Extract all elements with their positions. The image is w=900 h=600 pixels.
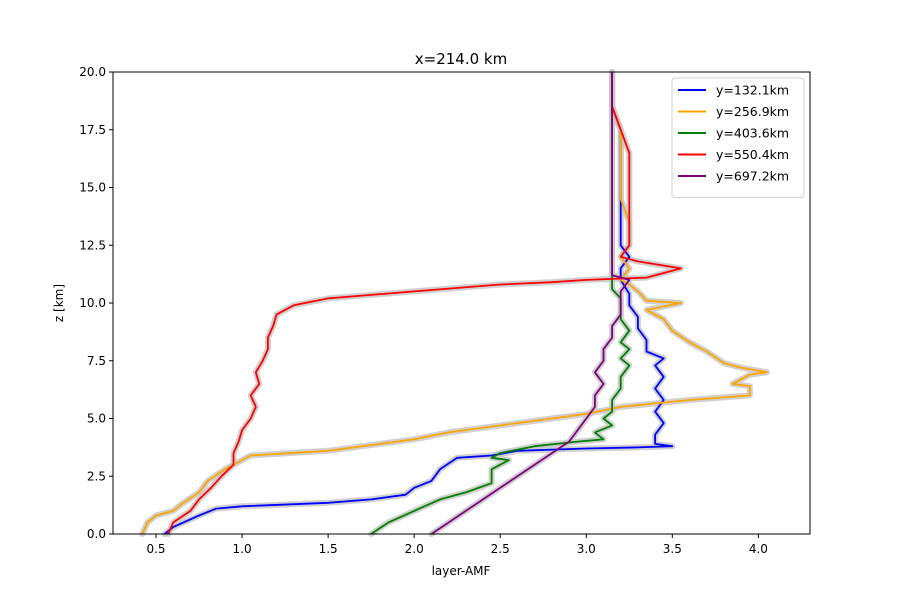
y-tick-label: 2.5 bbox=[87, 469, 106, 483]
legend: y=132.1km y=256.9km y=403.6km y=550.4km y=69… bbox=[671, 77, 805, 198]
legend-label: y=256.9km bbox=[716, 104, 789, 119]
y-tick-label: 15.0 bbox=[79, 181, 106, 195]
x-tick-label: 3.0 bbox=[577, 542, 596, 556]
y-axis-label: z [km] bbox=[52, 284, 66, 322]
x-tick-label: 2.0 bbox=[405, 542, 424, 556]
x-tick-label: 2.5 bbox=[491, 542, 510, 556]
y-tick-label: 0.0 bbox=[87, 527, 106, 541]
y-tick-label: 10.0 bbox=[79, 296, 106, 310]
x-tick-label: 4.0 bbox=[749, 542, 768, 556]
x-axis-label: layer-AMF bbox=[432, 564, 491, 578]
series-line bbox=[430, 72, 631, 535]
x-tick-label: 1.0 bbox=[233, 542, 252, 556]
uncertainty-band bbox=[428, 69, 633, 537]
x-tick-label: 0.5 bbox=[146, 542, 165, 556]
legend-label: y=697.2km bbox=[716, 169, 789, 184]
x-tick-label: 1.5 bbox=[319, 542, 338, 556]
uncertainty-band bbox=[161, 69, 676, 537]
y-tick-label: 5.0 bbox=[87, 412, 106, 426]
y-tick-label: 17.5 bbox=[79, 123, 106, 137]
uncertainty-band bbox=[165, 69, 684, 537]
x-tick-label: 3.5 bbox=[663, 542, 682, 556]
legend-label: y=132.1km bbox=[716, 83, 789, 98]
series-lines bbox=[141, 72, 768, 535]
legend-label: y=403.6km bbox=[716, 126, 789, 141]
chart-title: x=214.0 km bbox=[415, 50, 507, 68]
y-tick-label: 12.5 bbox=[79, 238, 106, 252]
y-axis: 0.0 2.5 5.0 7.5 10.0 12.5 15.0 17.5 20.0 bbox=[79, 65, 113, 541]
series-line bbox=[370, 72, 631, 535]
series-line bbox=[167, 72, 682, 535]
y-tick-label: 20.0 bbox=[79, 65, 106, 79]
legend-label: y=550.4km bbox=[716, 147, 789, 162]
y-tick-label: 7.5 bbox=[87, 354, 106, 368]
legend-frame bbox=[671, 77, 805, 198]
x-axis: 0.5 1.0 1.5 2.0 2.5 3.0 3.5 4.0 bbox=[146, 534, 768, 556]
series-line bbox=[164, 72, 674, 535]
